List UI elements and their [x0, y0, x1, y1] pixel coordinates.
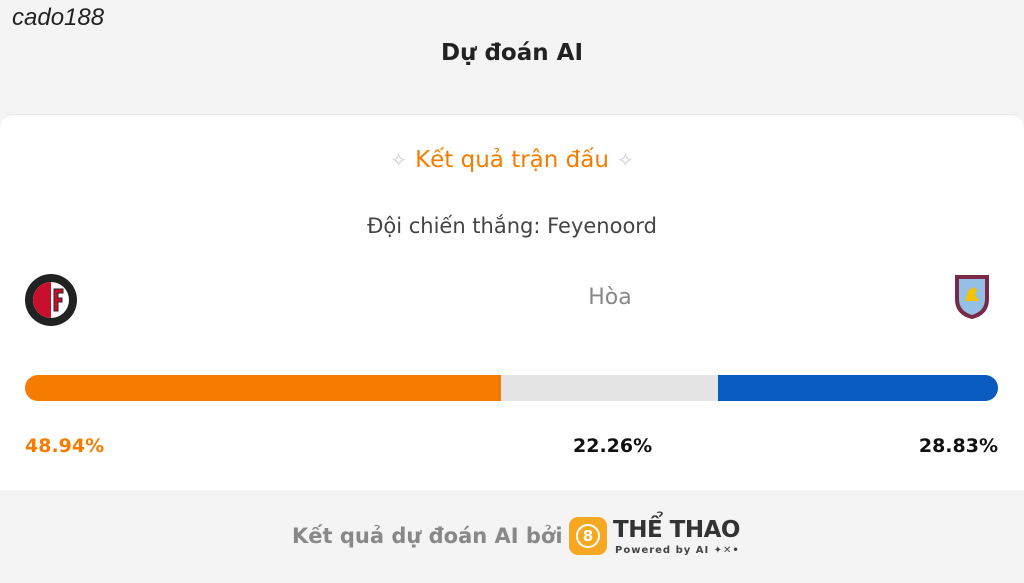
- bar-segment: [717, 375, 998, 401]
- prediction-bar: [25, 375, 998, 401]
- away-crest: [955, 275, 989, 319]
- logo-mark: 8: [576, 524, 600, 548]
- bar-segment: [501, 375, 718, 401]
- powered-by: Powered by AI ✦✕•: [615, 545, 740, 556]
- sparkle: ✧: [390, 148, 408, 172]
- percent-label: 28.83%: [918, 435, 998, 457]
- home-crest: [25, 274, 77, 326]
- heading-row: ✧ Kết quả trận đấu ✧: [0, 147, 1024, 173]
- footer-text: Kết quả dự đoán AI bởi: [292, 524, 563, 548]
- title: Dự đoán AI: [441, 40, 583, 66]
- prediction-card: ✧ Kết quả trận đấu ✧ Đội chiến thắng: Feye…: [0, 114, 1024, 491]
- footer: Kết quả dự đoán AI bởi 8 THỂ THAO Powere…: [0, 490, 1024, 583]
- draw-label: Hòa: [588, 285, 632, 310]
- bar-segment: [25, 375, 502, 401]
- heading: Kết quả trận đấu: [415, 147, 609, 173]
- percent-label: 22.26%: [573, 435, 653, 457]
- sparkle: ✧: [616, 148, 634, 172]
- percent-label: 48.94%: [25, 435, 105, 457]
- winner: Đội chiến thắng: Feyenoord: [367, 214, 657, 238]
- brand-logo: 8: [569, 517, 607, 555]
- brand-name: THỂ THAO: [613, 517, 740, 543]
- watermark: cado188: [12, 4, 105, 31]
